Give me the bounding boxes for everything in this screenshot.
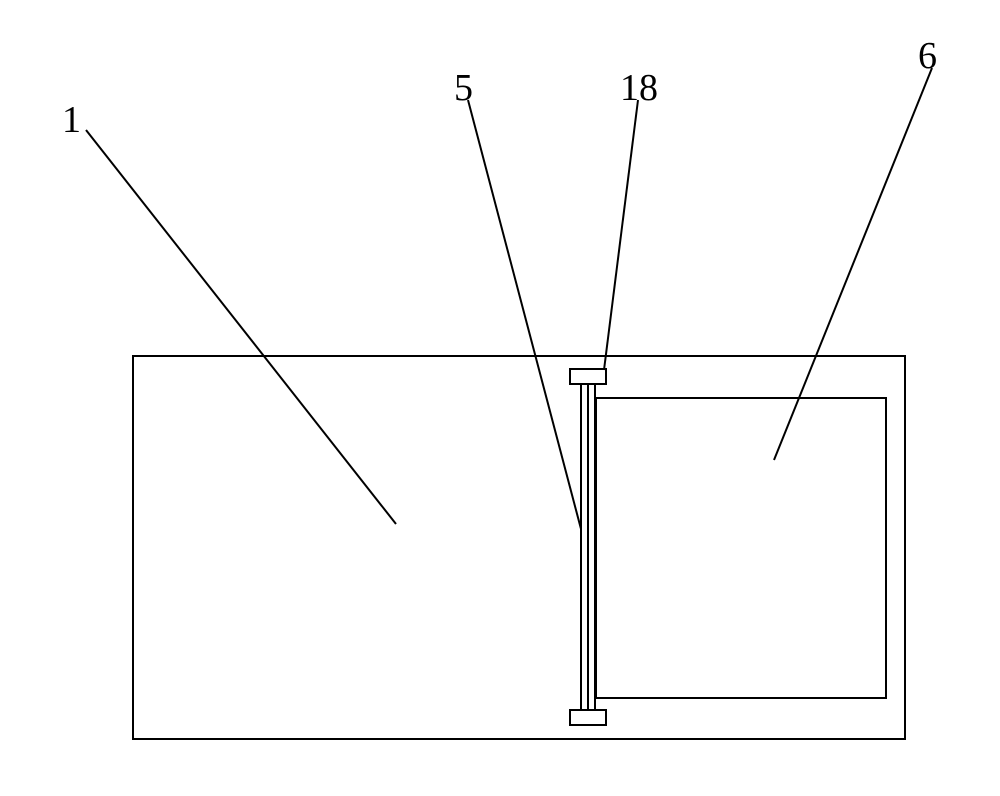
bottom-tab [570,710,606,725]
top-tab [570,369,606,384]
leader-line-5 [468,100,581,529]
label-5: 5 [454,66,473,110]
diagram-canvas [0,0,1000,796]
inner-rect [596,398,886,698]
label-18: 18 [620,66,658,110]
outer-rect [133,356,905,739]
label-6: 6 [918,34,937,78]
leader-line-6 [774,68,932,460]
label-1: 1 [62,98,81,142]
leader-line-18 [604,100,638,370]
